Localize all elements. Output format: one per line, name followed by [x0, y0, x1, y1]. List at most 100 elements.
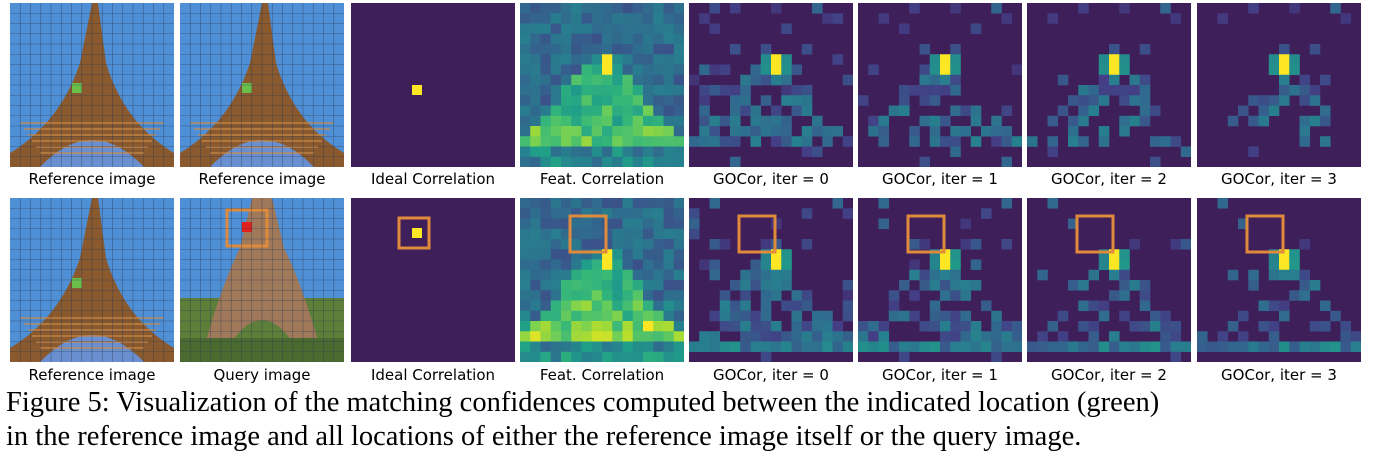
heatmap-cell: [1098, 136, 1110, 147]
heatmap-cell: [1001, 126, 1013, 137]
panel-photo-query: [180, 198, 344, 362]
heatmap-cell: [991, 115, 1002, 127]
heatmap-cell: [1160, 341, 1171, 353]
heatmap-cell: [1119, 280, 1130, 291]
heatmap-cell: [1268, 321, 1280, 332]
heatmap-cell: [950, 85, 961, 96]
heatmap-cell: [602, 136, 613, 147]
heatmap-cell: [653, 198, 664, 209]
heatmap-cell: [868, 64, 879, 76]
heatmap-cell: [1078, 280, 1089, 291]
heatmap-cell: [1289, 85, 1300, 96]
heatmap-cell: [709, 331, 721, 342]
heatmap-cell: [622, 321, 634, 332]
heatmap-cell: [581, 280, 593, 291]
heatmap-cell: [812, 146, 823, 158]
heatmap-cell: [632, 13, 644, 24]
heatmap-cell: [622, 85, 634, 96]
heatmap-cell: [653, 115, 664, 127]
panel-ideal: [351, 198, 515, 362]
heatmap-cell: [653, 300, 664, 312]
heatmap-cell: [663, 115, 675, 127]
heatmap-cell: [730, 310, 741, 322]
heatmap-cell: [530, 228, 541, 240]
heatmap-cell: [1299, 95, 1311, 106]
heatmap-cell: [602, 310, 613, 322]
heatmap-cell: [750, 105, 762, 117]
heatmap-cell: [663, 321, 675, 332]
heatmap-cell: [981, 300, 992, 312]
heatmap-cell: [1289, 290, 1300, 301]
heatmap-cell: [929, 341, 941, 353]
heatmap-cell: [540, 146, 552, 158]
heatmap-cell: [950, 74, 961, 86]
heatmap-cell: [643, 95, 654, 106]
heatmap-cell: [622, 156, 634, 167]
heatmap-cell: [673, 321, 684, 332]
heatmap-cell: [550, 218, 562, 230]
heatmap-cell: [1279, 310, 1290, 322]
heatmap-cell: [760, 95, 772, 106]
heatmap-cell: [858, 95, 869, 106]
heatmap-cell: [1320, 321, 1331, 332]
heatmap-cell: [960, 126, 972, 137]
heatmap-cell: [571, 105, 582, 117]
panel-image: [689, 3, 853, 167]
heatmap-cell: [909, 341, 920, 353]
heatmap-cell: [550, 249, 562, 260]
heatmap-cell: [771, 136, 782, 147]
heatmap-cell: [520, 136, 531, 147]
heatmap-cell: [591, 44, 603, 55]
panel-label: GOCor, iter = 0: [713, 366, 829, 384]
heatmap-cell: [940, 269, 951, 281]
heatmap-cell: [699, 105, 710, 117]
heatmap-cell: [643, 13, 654, 24]
heatmap-cell: [1098, 74, 1110, 86]
heatmap-cell: [622, 208, 634, 219]
heatmap-cell: [612, 3, 623, 14]
heatmap-cell: [632, 208, 644, 219]
heatmap-cell: [868, 126, 879, 137]
heatmap-cell: [1160, 3, 1171, 14]
panel-gocor0: [689, 3, 853, 167]
heatmap-cell: [1248, 3, 1259, 14]
panel-label: GOCor, iter = 2: [1051, 170, 1167, 188]
heatmap-cell: [740, 269, 751, 281]
heatmap-cell: [791, 136, 803, 147]
heatmap-cell: [1309, 280, 1321, 291]
heatmap-cell: [1119, 269, 1130, 281]
heatmap-cell: [1088, 105, 1100, 117]
heatmap-cell: [970, 280, 982, 291]
heatmap-cell: [791, 331, 803, 342]
heatmap-cell: [1150, 341, 1161, 353]
heatmap-cell: [663, 259, 675, 271]
heatmap-cell: [1309, 44, 1321, 55]
heatmap-cell: [663, 3, 675, 14]
heatmap-cell: [632, 331, 644, 342]
heatmap-cell: [858, 341, 869, 353]
heatmap-cell: [571, 321, 582, 332]
heatmap-cell: [561, 23, 572, 35]
heatmap-cell: [550, 136, 562, 147]
panel-gocor2: [1027, 198, 1191, 362]
heatmap-cell: [653, 13, 664, 24]
heatmap-cell: [1129, 95, 1141, 106]
heatmap-cell: [919, 156, 931, 167]
heatmap-cell: [581, 85, 593, 96]
heatmap-cell: [970, 136, 982, 147]
heatmap-cell: [940, 249, 951, 260]
heatmap-cell: [622, 198, 634, 209]
heatmap-cell: [1037, 341, 1048, 353]
heatmap-cell: [673, 208, 684, 219]
heatmap-cell: [632, 146, 644, 158]
heatmap-cell: [771, 74, 782, 86]
heatmap-cell: [709, 269, 721, 281]
heatmap-cell: [730, 300, 741, 312]
heatmap-cell: [530, 105, 541, 117]
heatmap-cell: [673, 136, 684, 147]
heatmap-cell: [550, 64, 562, 76]
heatmap-cell: [540, 228, 552, 240]
heatmap-cell: [1088, 321, 1100, 332]
heatmap-cell: [643, 105, 654, 117]
heatmap-cell: [1098, 126, 1110, 137]
